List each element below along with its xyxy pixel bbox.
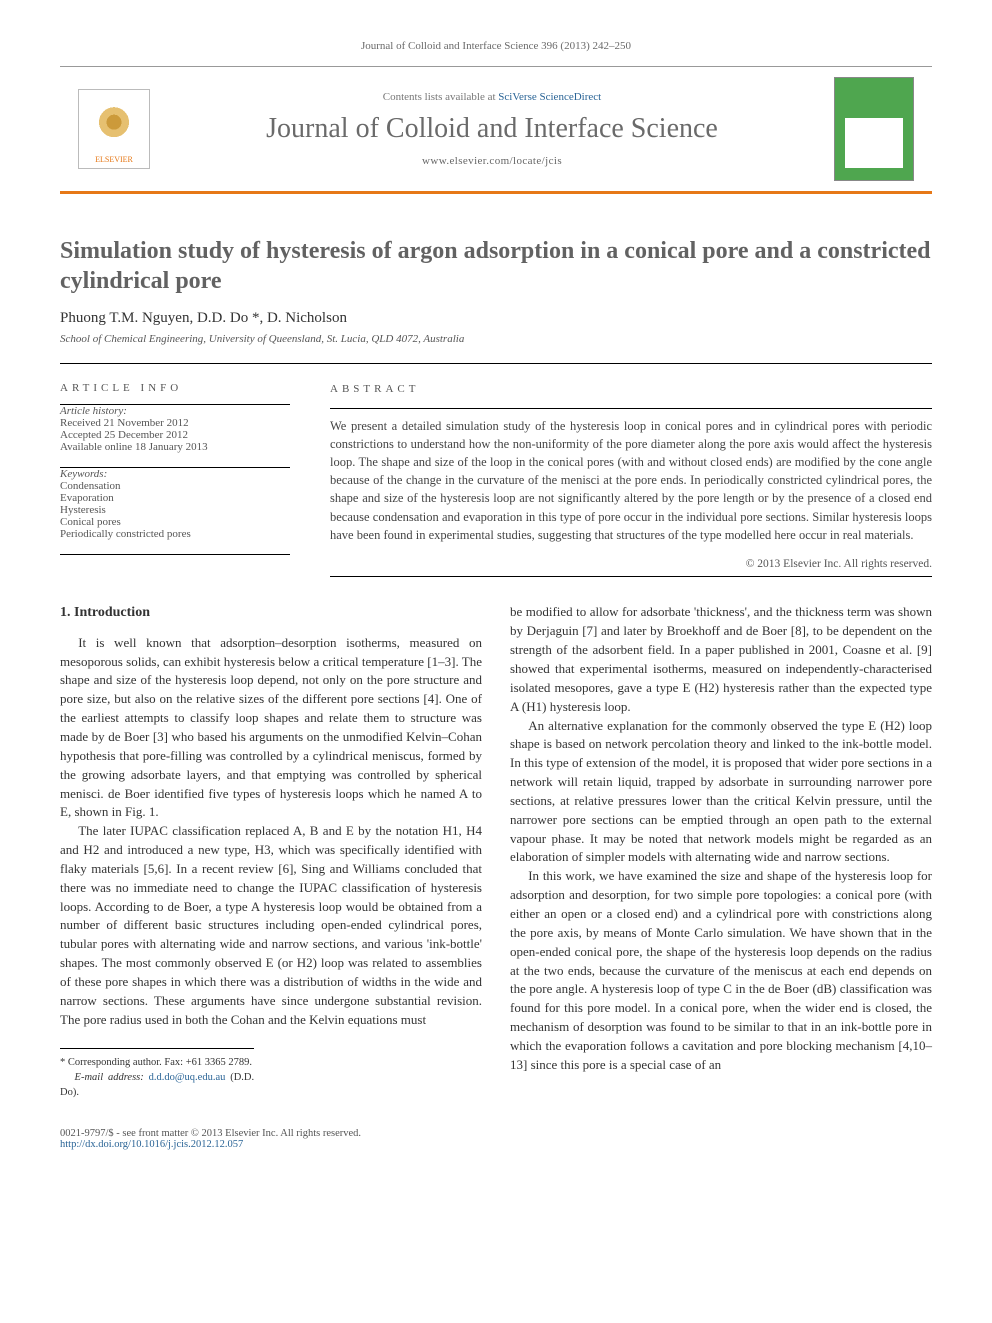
- abstract-label: ABSTRACT: [330, 382, 932, 398]
- abstract-text: We present a detailed simulation study o…: [330, 417, 932, 544]
- masthead-center: Contents lists available at SciVerse Sci…: [168, 91, 816, 167]
- body-paragraph: The later IUPAC classification replaced …: [60, 822, 482, 1029]
- body-two-column: 1. Introduction It is well known that ad…: [60, 603, 932, 1100]
- abstract-subrule-bottom: [330, 576, 932, 577]
- keywords-label: Keywords:: [60, 468, 290, 480]
- meta-abstract-row: ARTICLE INFO Article history: Received 2…: [60, 382, 932, 577]
- corr-label: Corresponding author. Fax: +61 3365 2789…: [68, 1057, 252, 1068]
- masthead: ELSEVIER Contents lists available at Sci…: [60, 66, 932, 194]
- masthead-right: [834, 77, 914, 181]
- affiliation: School of Chemical Engineering, Universi…: [60, 333, 932, 345]
- journal-name: Journal of Colloid and Interface Science: [168, 113, 816, 145]
- doi-link[interactable]: http://dx.doi.org/10.1016/j.jcis.2012.12…: [60, 1139, 243, 1150]
- history-label: Article history:: [60, 405, 290, 417]
- keyword: Conical pores: [60, 516, 290, 528]
- page-container: Journal of Colloid and Interface Science…: [0, 0, 992, 1190]
- email-label: E-mail address:: [75, 1072, 144, 1083]
- abstract-column: ABSTRACT We present a detailed simulatio…: [330, 382, 932, 577]
- page-footer: 0021-9797/$ - see front matter © 2013 El…: [60, 1128, 932, 1150]
- corresponding-email-link[interactable]: d.d.do@uq.edu.au: [149, 1072, 226, 1083]
- elsevier-tree-icon: [90, 103, 138, 151]
- sciencedirect-link[interactable]: SciVerse ScienceDirect: [498, 91, 601, 103]
- authors-line: Phuong T.M. Nguyen, D.D. Do *, D. Nichol…: [60, 310, 932, 327]
- body-paragraph: An alternative explanation for the commo…: [510, 717, 932, 868]
- journal-cover-thumb: [834, 77, 914, 181]
- journal-homepage-url[interactable]: www.elsevier.com/locate/jcis: [168, 155, 816, 167]
- body-paragraph: It is well known that adsorption–desorpt…: [60, 634, 482, 822]
- running-head: Journal of Colloid and Interface Science…: [60, 40, 932, 52]
- elsevier-logo: ELSEVIER: [78, 89, 150, 169]
- keyword: Condensation: [60, 480, 290, 492]
- keyword: Evaporation: [60, 492, 290, 504]
- section-number: 1.: [60, 605, 71, 620]
- body-paragraph: be modified to allow for adsorbate 'thic…: [510, 603, 932, 716]
- history-line: Received 21 November 2012: [60, 417, 290, 429]
- corr-marker: *: [60, 1057, 65, 1068]
- rule-above-meta: [60, 363, 932, 364]
- corresponding-author-footnote: * Corresponding author. Fax: +61 3365 27…: [60, 1048, 254, 1101]
- abstract-subrule: [330, 408, 932, 409]
- article-history-block: Article history: Received 21 November 20…: [60, 405, 290, 453]
- article-info-label: ARTICLE INFO: [60, 382, 290, 394]
- keywords-block: Keywords: Condensation Evaporation Hyste…: [60, 468, 290, 540]
- history-line: Available online 18 January 2013: [60, 441, 290, 453]
- section-title: Introduction: [74, 605, 150, 620]
- article-title: Simulation study of hysteresis of argon …: [60, 236, 932, 296]
- history-line: Accepted 25 December 2012: [60, 429, 290, 441]
- article-info-column: ARTICLE INFO Article history: Received 2…: [60, 382, 290, 577]
- contents-lists-line: Contents lists available at SciVerse Sci…: [168, 91, 816, 103]
- keyword: Hysteresis: [60, 504, 290, 516]
- abstract-copyright: © 2013 Elsevier Inc. All rights reserved…: [330, 556, 932, 573]
- contents-prefix: Contents lists available at: [383, 91, 498, 103]
- section-heading-intro: 1. Introduction: [60, 603, 482, 623]
- info-subrule-3: [60, 554, 290, 555]
- publisher-logo-block: ELSEVIER: [78, 89, 150, 169]
- body-paragraph: In this work, we have examined the size …: [510, 867, 932, 1074]
- issn-line: 0021-9797/$ - see front matter © 2013 El…: [60, 1128, 932, 1139]
- publisher-name: ELSEVIER: [95, 155, 133, 164]
- keyword: Periodically constricted pores: [60, 528, 290, 540]
